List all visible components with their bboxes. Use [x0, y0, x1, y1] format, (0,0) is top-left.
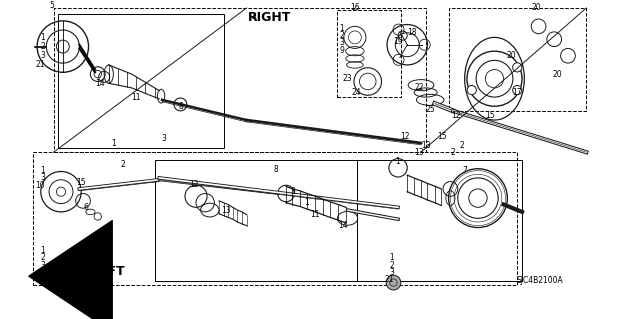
Text: 11: 11 — [132, 93, 141, 101]
Text: 2: 2 — [340, 31, 344, 40]
Text: 15: 15 — [437, 132, 447, 141]
Text: 12: 12 — [401, 132, 410, 141]
Text: 15: 15 — [485, 111, 495, 120]
Text: 20: 20 — [531, 4, 541, 12]
Text: 12: 12 — [189, 180, 199, 189]
Text: 1: 1 — [340, 24, 344, 33]
Text: 9: 9 — [340, 46, 344, 55]
Text: 18: 18 — [407, 28, 417, 37]
Text: 3: 3 — [40, 261, 45, 270]
Text: Fr.: Fr. — [56, 264, 65, 273]
Text: 19: 19 — [393, 37, 403, 47]
Text: 1: 1 — [396, 157, 401, 166]
Text: 3: 3 — [389, 268, 394, 277]
Text: 1: 1 — [111, 138, 116, 147]
Text: 5: 5 — [49, 1, 54, 10]
Text: LEFT: LEFT — [92, 265, 125, 278]
Text: 17: 17 — [512, 88, 522, 97]
Text: 3: 3 — [290, 187, 295, 196]
Text: 16: 16 — [350, 4, 360, 12]
Text: 25: 25 — [426, 105, 435, 114]
Text: 3: 3 — [40, 51, 45, 60]
Text: 13: 13 — [414, 148, 424, 157]
Text: 10: 10 — [35, 181, 45, 190]
Text: 23: 23 — [343, 74, 353, 83]
Text: 1: 1 — [40, 33, 45, 42]
Text: 13: 13 — [421, 141, 431, 150]
Text: 7: 7 — [463, 166, 468, 175]
Text: 20: 20 — [506, 51, 516, 60]
Text: 1: 1 — [389, 253, 394, 262]
Text: 22: 22 — [415, 83, 424, 93]
Text: 14: 14 — [338, 221, 348, 230]
Text: 12: 12 — [451, 111, 461, 120]
Text: 21: 21 — [384, 275, 394, 284]
Text: 3: 3 — [40, 174, 45, 182]
Text: 2: 2 — [40, 42, 45, 51]
Circle shape — [467, 85, 476, 95]
Text: 2: 2 — [451, 148, 456, 157]
Text: 8: 8 — [178, 102, 183, 111]
Text: 6: 6 — [83, 203, 88, 212]
Circle shape — [386, 275, 401, 290]
Text: 2: 2 — [460, 141, 465, 150]
Text: 20: 20 — [552, 70, 562, 78]
Text: 2: 2 — [389, 261, 394, 270]
Text: 1: 1 — [304, 198, 308, 207]
Text: 24: 24 — [352, 88, 362, 97]
Text: 11: 11 — [310, 210, 320, 219]
Circle shape — [513, 85, 522, 95]
Text: 21: 21 — [35, 60, 45, 70]
Text: 3: 3 — [161, 134, 166, 143]
Text: 13: 13 — [221, 205, 231, 215]
Text: SJC4B2100A: SJC4B2100A — [516, 276, 563, 286]
Text: 4: 4 — [252, 13, 256, 22]
Text: 1: 1 — [40, 166, 45, 175]
Circle shape — [513, 63, 522, 72]
Text: 2: 2 — [40, 253, 45, 262]
Text: RIGHT: RIGHT — [248, 11, 291, 24]
Text: 1: 1 — [40, 246, 45, 255]
Text: 14: 14 — [95, 79, 104, 88]
Text: 2: 2 — [120, 160, 125, 169]
Text: 15: 15 — [76, 178, 86, 187]
Text: 3: 3 — [340, 38, 344, 48]
Text: 8: 8 — [273, 165, 278, 174]
Text: Fr.: Fr. — [67, 264, 77, 273]
